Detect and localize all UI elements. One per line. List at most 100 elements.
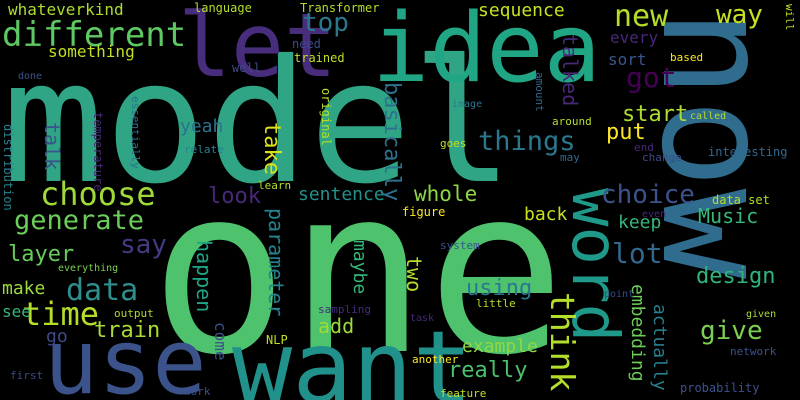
- word-little: little: [476, 297, 516, 310]
- word-everything: everything: [58, 263, 119, 274]
- word-system: system: [440, 239, 480, 252]
- word-go: go: [46, 326, 68, 347]
- word-make: make: [2, 278, 46, 299]
- word-two: two: [402, 256, 426, 293]
- word-may: may: [560, 151, 580, 164]
- word-something: something: [48, 42, 135, 61]
- word-will: will: [783, 4, 796, 31]
- word-basically: basically: [379, 82, 404, 202]
- word-interesting: interesting: [708, 145, 788, 159]
- word-probability: probability: [680, 381, 760, 395]
- word-talked: talked: [558, 34, 582, 107]
- word-sequence: sequence: [478, 0, 565, 21]
- word-train: train: [94, 318, 161, 343]
- word-put: put: [606, 120, 646, 145]
- word-feature: feature: [440, 387, 487, 400]
- word-network: network: [730, 345, 777, 358]
- word-given: given: [746, 309, 777, 320]
- word-whateverkind: whateverkind: [8, 0, 124, 19]
- word-Transformer: Transformer: [300, 1, 380, 15]
- word-yeah: yeah: [180, 116, 224, 137]
- word-one: one: [150, 139, 566, 400]
- word-even: even: [642, 209, 667, 220]
- word-amount: amount: [533, 72, 546, 112]
- word-work: work: [184, 385, 211, 398]
- word-idea: idea: [372, 0, 601, 104]
- word-model: model: [2, 24, 514, 222]
- word-change: change: [642, 151, 682, 164]
- word-goes: goes: [440, 137, 467, 150]
- word-original: original: [319, 88, 333, 146]
- word-distribution: distribution: [1, 124, 15, 211]
- word-using: using: [466, 276, 533, 301]
- word-keep: keep: [618, 212, 662, 233]
- word-well: well: [232, 61, 261, 75]
- word-Music: Music: [698, 204, 759, 228]
- word-around: around: [552, 115, 592, 128]
- word-look: look: [208, 184, 261, 209]
- word-trained: trained: [294, 51, 345, 65]
- word-language: language: [194, 1, 252, 15]
- word-image: image: [452, 99, 483, 110]
- word-NLP: NLP: [266, 333, 288, 347]
- word-another: another: [412, 353, 459, 366]
- word-data-set: data set: [712, 193, 770, 207]
- word-word: word: [557, 188, 631, 343]
- word-things: things: [478, 126, 576, 157]
- word-example: example: [462, 336, 538, 357]
- word-called: called: [690, 111, 727, 122]
- word-first: first: [10, 369, 44, 382]
- word-whole: whole: [414, 182, 478, 206]
- word-use: use: [44, 310, 207, 400]
- word-got: got: [626, 61, 677, 94]
- word-choice: choice: [601, 180, 695, 210]
- word-come: come: [211, 322, 230, 361]
- word-generate: generate: [14, 205, 145, 236]
- word-based: based: [670, 51, 704, 64]
- word-lot: lot: [612, 237, 663, 270]
- word-really: really: [448, 358, 528, 383]
- word-say: say: [120, 230, 167, 260]
- word-back: back: [524, 204, 568, 225]
- word-top: top: [302, 8, 349, 38]
- word-actually: actually: [649, 304, 670, 391]
- word-temperature: temperature: [91, 112, 105, 192]
- word-think: think: [543, 292, 582, 392]
- word-learn: learn: [258, 179, 292, 192]
- word-sort: sort: [608, 50, 647, 69]
- word-happen: happen: [192, 240, 216, 313]
- word-output: output: [114, 307, 154, 320]
- word-see: see: [2, 302, 31, 321]
- word-essentially: essentially: [129, 96, 142, 169]
- word-parameter: parameter: [264, 208, 288, 317]
- word-add: add: [318, 314, 355, 338]
- word-done: done: [18, 71, 43, 82]
- word-new: new: [614, 0, 669, 34]
- word-maybe: maybe: [349, 240, 370, 295]
- word-task: task: [410, 313, 435, 324]
- word-point: point: [604, 289, 635, 300]
- word-need: need: [292, 37, 321, 51]
- word-data: data: [66, 273, 139, 308]
- word-start: start: [622, 102, 689, 127]
- word-different: different: [2, 15, 187, 55]
- word-end: end: [634, 141, 654, 154]
- word-now: now: [628, 8, 800, 279]
- word-embedding: embedding: [627, 284, 648, 382]
- word-time: time: [22, 295, 100, 333]
- word-let: let: [178, 0, 337, 97]
- word-layer: layer: [8, 242, 75, 267]
- word-design: design: [696, 264, 776, 289]
- word-sampling: sampling: [318, 303, 371, 316]
- word-give: give: [700, 316, 763, 346]
- word-talk: talk: [40, 122, 64, 171]
- word-want: want: [232, 309, 473, 400]
- word-figure: figure: [402, 205, 446, 219]
- word-take: take: [259, 122, 284, 175]
- word-sentence: sentence: [298, 184, 385, 205]
- word-every: every: [610, 28, 659, 47]
- word-way: way: [716, 0, 763, 30]
- word-choose: choose: [40, 175, 156, 213]
- word-relate: relate: [184, 143, 224, 156]
